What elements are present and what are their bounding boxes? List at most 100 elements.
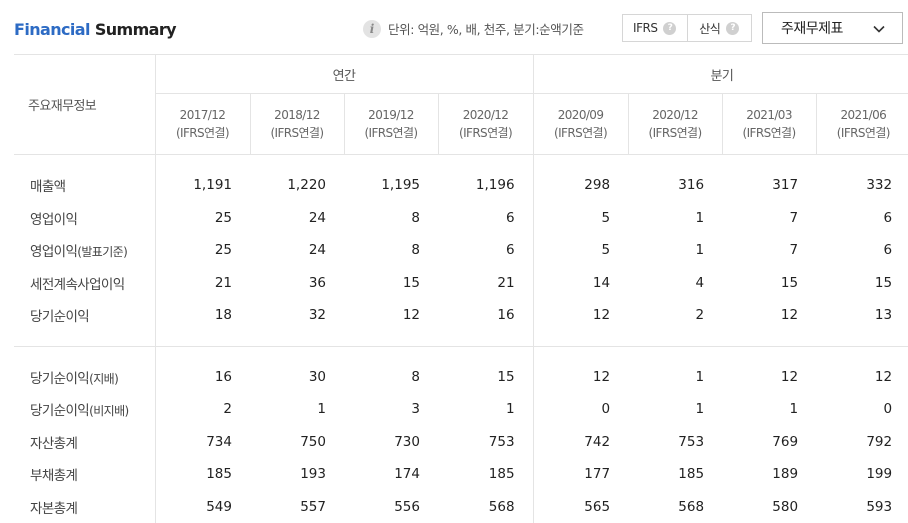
row-label-text: 영업이익 (30, 244, 78, 261)
table-cell: 565 (584, 498, 611, 515)
row-label-text: 부채총계 (30, 468, 78, 485)
unit-text: 단위: 억원, %, 배, 천주, 분기:순액기준 (388, 22, 584, 37)
table-cell: 199 (866, 466, 893, 483)
table-row: 당기순이익(비지배) 2 1 3 1 0 1 1 0 (14, 393, 908, 426)
statement-select[interactable]: 주재무제표 (762, 12, 903, 44)
period-basis: (IFRS연결) (648, 126, 703, 140)
table-row: 세전계속사업이익 21 36 15 21 14 4 15 15 (14, 266, 908, 299)
table-cell: 7 (789, 209, 799, 226)
table-cell: 1 (695, 242, 705, 259)
table-cell: 15 (874, 274, 893, 291)
unit-info: i 단위: 억원, %, 배, 천주, 분기:순액기준 (363, 19, 584, 38)
table-cell: 12 (592, 368, 611, 385)
table-cell: 769 (772, 433, 799, 450)
table-cell: 316 (678, 177, 705, 194)
table-cell: 556 (394, 498, 420, 515)
row-label[interactable]: 자본총계 (14, 490, 156, 523)
table-cell: 185 (206, 466, 232, 483)
period-basis: (IFRS연결) (364, 126, 418, 140)
table-cell: 30 (308, 368, 326, 385)
table-cell: 6 (438, 234, 534, 267)
period-header: 2020/09 (IFRS연결) (533, 93, 629, 155)
row-header-label: 주요재무정보 (14, 54, 156, 155)
table-cell: 332 (866, 177, 893, 194)
table-cell: 13 (874, 307, 893, 324)
table-row: 당기순이익(지배) 16 30 8 15 12 1 12 12 (14, 360, 908, 393)
table-row: 영업이익 25 24 8 6 5 1 7 6 (14, 201, 908, 234)
table-cell: 753 (438, 425, 534, 458)
row-label[interactable]: 영업이익(발표기준) (14, 234, 156, 267)
table-cell: 18 (214, 307, 232, 324)
table-cell: 185 (678, 466, 705, 483)
row-label[interactable]: 매출액 (14, 169, 156, 202)
table-cell: 8 (411, 242, 420, 259)
table-cell: 750 (300, 433, 326, 450)
table-cell: 185 (438, 458, 534, 491)
row-label-text: 당기순이익 (30, 403, 90, 420)
statement-select-value: 주재무제표 (781, 21, 843, 37)
table-cell: 177 (584, 466, 611, 483)
table-cell: 21 (214, 274, 232, 291)
period-date: 2020/12 (652, 108, 698, 122)
row-label[interactable]: 부채총계 (14, 458, 156, 491)
table-row: 당기순이익 18 32 12 16 12 2 12 13 (14, 299, 908, 332)
row-label-suffix: (발표기준) (77, 245, 128, 260)
table-cell: 742 (584, 433, 611, 450)
table-cell: 193 (300, 466, 326, 483)
table-cell: 12 (402, 307, 420, 324)
financial-summary-table: 주요재무정보 연간 분기 2017/12 (IFRS연결) 2018/12 (IFRS… (14, 54, 908, 523)
row-label-suffix: (비지배) (89, 404, 129, 419)
table-row: 자본총계 549 557 556 568 565 568 580 593 (14, 490, 908, 523)
table-cell: 1 (317, 401, 326, 418)
table-cell: 14 (592, 274, 611, 291)
table-cell: 568 (438, 490, 534, 523)
ifrs-button[interactable]: IFRS ? (623, 15, 687, 41)
info-icon[interactable]: i (363, 19, 381, 38)
question-icon[interactable]: ? (663, 21, 677, 35)
table-cell: 2 (695, 307, 705, 324)
table-cell: 21 (438, 266, 534, 299)
section-title: Financial Summary (14, 20, 177, 39)
row-label[interactable]: 당기순이익(비지배) (14, 393, 156, 426)
period-date: 2018/12 (274, 108, 320, 122)
row-label[interactable]: 자산총계 (14, 425, 156, 458)
table-cell: 6 (438, 201, 534, 234)
spacer-row (14, 345, 908, 361)
period-date: 2020/12 (462, 108, 509, 122)
period-date: 2017/12 (179, 108, 226, 122)
table-cell: 1,191 (193, 177, 232, 194)
table-cell: 753 (678, 433, 705, 450)
table-cell: 25 (214, 209, 232, 226)
ifrs-formula-toggle: IFRS ? 산식 ? (622, 14, 752, 42)
group-quarter: 분기 (533, 54, 908, 94)
table-cell: 3 (411, 401, 420, 418)
table-cell: 1 (695, 401, 705, 418)
table-cell: 549 (206, 498, 232, 515)
row-label[interactable]: 당기순이익 (14, 299, 156, 332)
row-label[interactable]: 당기순이익(지배) (14, 360, 156, 393)
row-label[interactable]: 세전계속사업이익 (14, 266, 156, 299)
question-icon[interactable]: ? (726, 21, 740, 35)
table-cell: 189 (772, 466, 799, 483)
period-basis: (IFRS연결) (459, 126, 513, 140)
table-cell: 16 (214, 368, 232, 385)
period-header: 2021/03 (IFRS연결) (722, 93, 817, 155)
period-header: 2017/12 (IFRS연결) (155, 93, 251, 155)
table-cell: 6 (883, 242, 893, 259)
row-label-text: 세전계속사업이익 (30, 276, 125, 293)
period-basis: (IFRS연결) (270, 126, 324, 140)
formula-button[interactable]: 산식 ? (686, 15, 752, 41)
table-cell: 0 (601, 401, 611, 418)
row-label[interactable]: 영업이익 (14, 201, 156, 234)
table-cell: 593 (866, 498, 893, 515)
row-label-text: 영업이익 (30, 211, 78, 228)
spacer-row (14, 154, 908, 169)
table-cell: 1 (695, 368, 705, 385)
table-cell: 568 (678, 498, 705, 515)
period-header: 2018/12 (IFRS연결) (250, 93, 345, 155)
period-basis: (IFRS연결) (742, 126, 797, 140)
table-cell: 15 (438, 360, 534, 393)
table-cell: 25 (214, 242, 232, 259)
table-cell: 557 (300, 498, 326, 515)
formula-label: 산식 (699, 21, 721, 36)
